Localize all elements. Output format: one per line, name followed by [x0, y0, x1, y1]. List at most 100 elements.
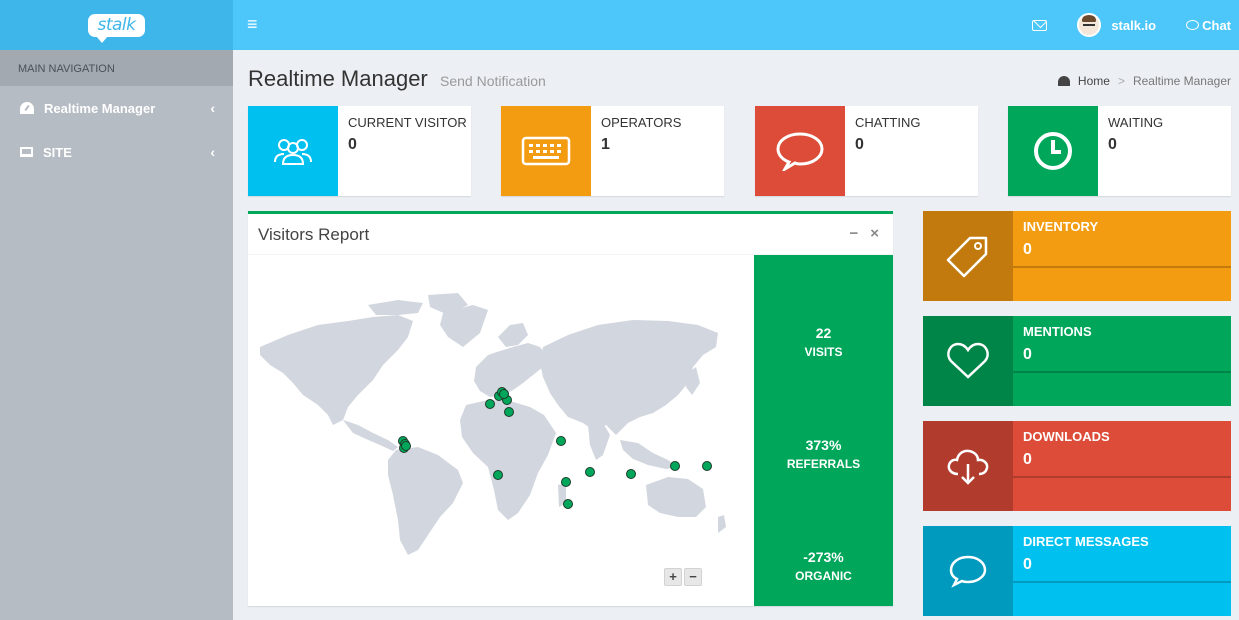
visitor-marker[interactable]	[670, 461, 680, 471]
close-button[interactable]: ×	[870, 225, 879, 242]
top-bar: stalk ≡ stalk.io Chat	[0, 0, 1239, 50]
map-asia	[540, 320, 718, 435]
map-australia	[646, 477, 706, 517]
sidebar-item-label: Realtime Manager	[44, 100, 156, 116]
map-north-america	[260, 315, 413, 425]
zoom-out-button[interactable]: −	[684, 568, 702, 586]
logo-bubble: stalk	[88, 13, 145, 43]
zoom-in-button[interactable]: +	[664, 568, 682, 586]
info-value: 0	[1108, 136, 1117, 153]
page-title: Realtime Manager	[248, 66, 428, 91]
dashboard-icon	[1057, 76, 1070, 86]
visitor-marker[interactable]	[561, 477, 571, 487]
report-stats-panel: 22 VISITS 373% REFERRALS -273% ORGANIC	[754, 255, 893, 606]
info-value: 0	[855, 136, 864, 153]
visitor-marker[interactable]	[485, 399, 495, 409]
sidebar-item-label: SITE	[43, 144, 72, 160]
chevron-left-icon: ‹	[210, 100, 215, 116]
progress-bar	[1013, 581, 1231, 583]
box-downloads: DOWNLOADS 0	[923, 421, 1231, 511]
sidebar: MAIN NAVIGATION Realtime Manager ‹ SITE …	[0, 50, 233, 620]
box-value: 0	[1023, 451, 1032, 468]
page-subtitle[interactable]: Send Notification	[440, 73, 546, 89]
box-direct-messages: DIRECT MESSAGES 0	[923, 526, 1231, 616]
map-africa	[460, 400, 556, 520]
info-box-waiting: WAITING 0	[1008, 106, 1231, 196]
dashboard-icon	[20, 102, 34, 114]
info-value: 0	[348, 136, 357, 153]
avatar[interactable]	[1077, 13, 1102, 37]
world-map[interactable]: + −	[248, 255, 754, 606]
visitor-marker[interactable]	[585, 467, 595, 477]
visitor-marker[interactable]	[499, 389, 509, 399]
stat-value: -273%	[803, 549, 844, 565]
map-scandinavia	[498, 323, 528, 347]
chat-link[interactable]: Chat	[1186, 18, 1231, 33]
map-new-zealand	[718, 515, 726, 533]
comment-icon	[923, 526, 1013, 616]
box-label: DOWNLOADS	[1023, 429, 1110, 444]
map-central-america	[343, 420, 398, 451]
progress-bar	[1013, 371, 1231, 373]
box-value: 0	[1023, 241, 1032, 258]
visitor-marker[interactable]	[401, 441, 411, 451]
info-label: WAITING	[1108, 115, 1164, 130]
tag-icon	[923, 211, 1013, 301]
heart-icon	[923, 316, 1013, 406]
user-name[interactable]: stalk.io	[1111, 17, 1157, 33]
box-mentions: MENTIONS 0	[923, 316, 1231, 406]
cloud-download-icon	[923, 421, 1013, 511]
stat-value: 373%	[805, 437, 842, 453]
map-south-america	[388, 447, 463, 555]
stat-referrals: 373% REFERRALS	[754, 437, 893, 471]
map-japan	[686, 367, 700, 395]
info-box-operators: OPERATORS 1	[501, 106, 724, 196]
chat-label: Chat	[1202, 17, 1231, 33]
visitor-marker[interactable]	[702, 461, 712, 471]
info-label: OPERATORS	[601, 115, 682, 130]
stat-label: VISITS	[804, 345, 843, 359]
breadcrumb: Home > Realtime Manager	[1057, 74, 1231, 88]
breadcrumb-current: Realtime Manager	[1132, 74, 1231, 88]
visitor-marker[interactable]	[504, 407, 514, 417]
info-label: CHATTING	[855, 115, 921, 130]
visitor-marker[interactable]	[626, 469, 636, 479]
envelope-icon[interactable]	[1032, 19, 1048, 31]
info-label: CURRENT VISITOR	[348, 115, 467, 130]
info-box-chatting: CHATTING 0	[755, 106, 978, 196]
sidebar-item-site[interactable]: SITE ‹	[0, 130, 233, 174]
box-label: INVENTORY	[1023, 219, 1099, 234]
map-greenland	[440, 305, 488, 347]
stat-label: ORGANIC	[795, 569, 852, 583]
laptop-icon	[20, 147, 33, 157]
visitor-marker[interactable]	[493, 470, 503, 480]
breadcrumb-separator: >	[1117, 74, 1125, 88]
progress-bar	[1013, 266, 1231, 268]
map-canada-islands	[368, 293, 468, 315]
logo[interactable]: stalk	[0, 0, 233, 50]
clock-icon	[1008, 106, 1098, 196]
progress-bar	[1013, 476, 1231, 478]
stat-value: 22	[815, 325, 832, 341]
collapse-button[interactable]: −	[849, 225, 859, 242]
hamburger-icon[interactable]: ≡	[247, 14, 258, 34]
navbar: ≡ stalk.io Chat	[233, 0, 1239, 50]
stat-label: REFERRALS	[786, 457, 861, 471]
map-se-asia	[620, 440, 678, 469]
visitors-report-box: Visitors Report − ×	[248, 211, 893, 606]
box-value: 0	[1023, 346, 1032, 363]
navbar-right: stalk.io Chat	[1032, 0, 1231, 50]
info-value: 1	[601, 136, 610, 153]
visitor-marker[interactable]	[563, 499, 573, 509]
box-label: MENTIONS	[1023, 324, 1092, 339]
stat-visits: 22 VISITS	[754, 325, 893, 359]
breadcrumb-home[interactable]: Home	[1077, 74, 1110, 88]
chevron-left-icon: ‹	[210, 144, 215, 160]
sidebar-item-realtime-manager[interactable]: Realtime Manager ‹	[0, 86, 233, 130]
box-inventory: INVENTORY 0	[923, 211, 1231, 301]
speech-bubble-icon	[755, 106, 845, 196]
report-tools: − ×	[837, 225, 879, 242]
visitor-marker[interactable]	[556, 436, 566, 446]
map-zoom-controls: + −	[664, 568, 704, 586]
report-title: Visitors Report	[258, 225, 370, 244]
